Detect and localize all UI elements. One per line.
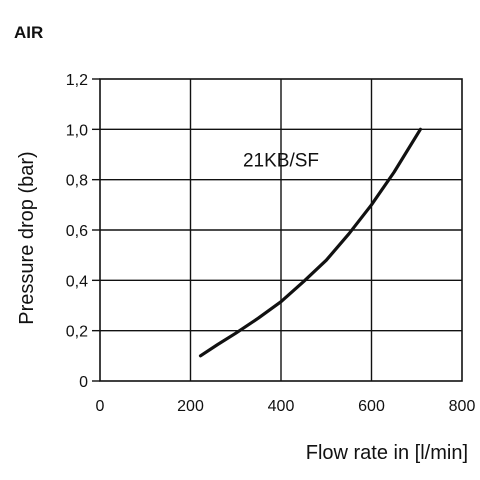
x-axis-ticks: 0 200 400 600 800 bbox=[96, 398, 476, 415]
y-tick-label: 0 bbox=[79, 374, 88, 391]
y-tick-label: 0,8 bbox=[66, 173, 88, 190]
chart-heading: AIR bbox=[14, 23, 43, 42]
y-tick-label: 1,0 bbox=[66, 122, 88, 139]
x-tick-label: 0 bbox=[96, 398, 105, 415]
y-tick-label: 0,4 bbox=[66, 273, 88, 290]
y-axis-ticks: 0 0,2 0,4 0,6 0,8 1,0 1,2 bbox=[66, 72, 100, 391]
series-layer: 21KB/SF bbox=[198, 127, 422, 358]
y-tick-label: 1,2 bbox=[66, 72, 88, 89]
x-tick-label: 400 bbox=[268, 398, 295, 415]
x-tick-label: 200 bbox=[177, 398, 204, 415]
grid-lines bbox=[100, 79, 462, 381]
y-axis-title: Pressure drop (bar) bbox=[16, 151, 38, 324]
x-axis-title: Flow rate in [l/min] bbox=[306, 442, 468, 464]
x-tick-label: 800 bbox=[449, 398, 476, 415]
series-label: 21KB/SF bbox=[243, 151, 319, 172]
series-line bbox=[198, 127, 422, 358]
y-tick-label: 0,2 bbox=[66, 324, 88, 341]
x-tick-label: 600 bbox=[358, 398, 385, 415]
y-tick-label: 0,6 bbox=[66, 223, 88, 240]
